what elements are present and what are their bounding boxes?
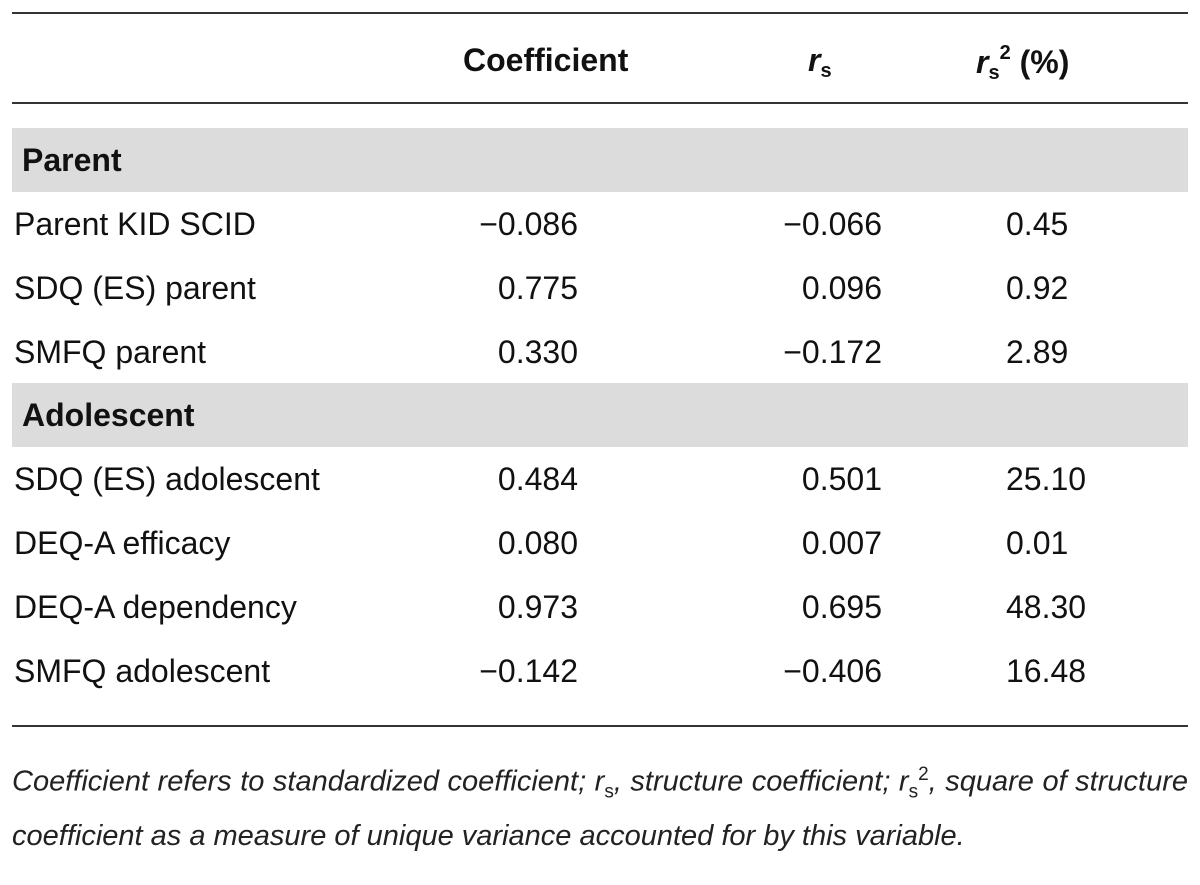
row-label: DEQ-A dependency [14, 589, 297, 625]
coefficient-value: −0.086 [479, 206, 578, 242]
table-row: DEQ-A dependency 0.973 0.695 48.30 [12, 575, 1188, 639]
rs2-value: 25.10 [1006, 461, 1087, 497]
header-rs: rs [808, 42, 832, 82]
table-row: Parent KID SCID −0.086 −0.066 0.45 [12, 192, 1188, 256]
row-label: Parent KID SCID [14, 206, 256, 242]
row-label: SDQ (ES) parent [14, 270, 256, 306]
header-bottom-rule [12, 102, 1188, 104]
coefficient-value: 0.330 [497, 334, 578, 370]
table-bottom-rule [12, 725, 1188, 727]
table-row: DEQ-A efficacy 0.080 0.007 0.01 [12, 511, 1188, 575]
coefficient-value: 0.080 [497, 525, 578, 561]
rs2-value: 16.48 [1006, 653, 1087, 689]
rs2-value: 0.92 [1006, 270, 1069, 306]
section-adolescent: Adolescent [12, 383, 1188, 447]
section-title: Adolescent [22, 397, 195, 433]
rs-value: −0.066 [783, 206, 882, 242]
table-row: SDQ (ES) parent 0.775 0.096 0.92 [12, 256, 1188, 320]
rs2-value: 48.30 [1006, 589, 1087, 625]
rs-value: −0.406 [783, 653, 882, 689]
rs2-value: 0.45 [1006, 206, 1069, 242]
rs-value: 0.096 [801, 270, 882, 306]
table-row: SMFQ parent 0.330 −0.172 2.89 [12, 320, 1188, 384]
header-coefficient: Coefficient [463, 42, 629, 78]
row-label: SDQ (ES) adolescent [14, 461, 320, 497]
rs-value: 0.007 [801, 525, 882, 561]
table-row: SDQ (ES) adolescent 0.484 0.501 25.10 [12, 447, 1188, 511]
rs-value: 0.695 [801, 589, 882, 625]
row-label: DEQ-A efficacy [14, 525, 231, 561]
coefficient-value: 0.775 [497, 270, 578, 306]
rs-value: 0.501 [801, 461, 882, 497]
table-footnote: Coefficient refers to standardized coeff… [12, 764, 1188, 853]
rs-value: −0.172 [783, 334, 882, 370]
coefficient-value: 0.973 [497, 589, 578, 625]
rs2-value: 0.01 [1006, 525, 1069, 561]
table-top-rule [12, 12, 1188, 14]
section-parent: Parent [12, 128, 1188, 192]
table-row: SMFQ adolescent −0.142 −0.406 16.48 [12, 639, 1188, 703]
section-title: Parent [22, 142, 122, 178]
coefficient-value: −0.142 [479, 653, 578, 689]
rs2-value: 2.89 [1006, 334, 1069, 370]
coefficient-value: 0.484 [497, 461, 578, 497]
row-label: SMFQ parent [14, 334, 207, 370]
row-label: SMFQ adolescent [14, 653, 271, 689]
header-rs-squared: rs2 (%) [976, 42, 1070, 84]
